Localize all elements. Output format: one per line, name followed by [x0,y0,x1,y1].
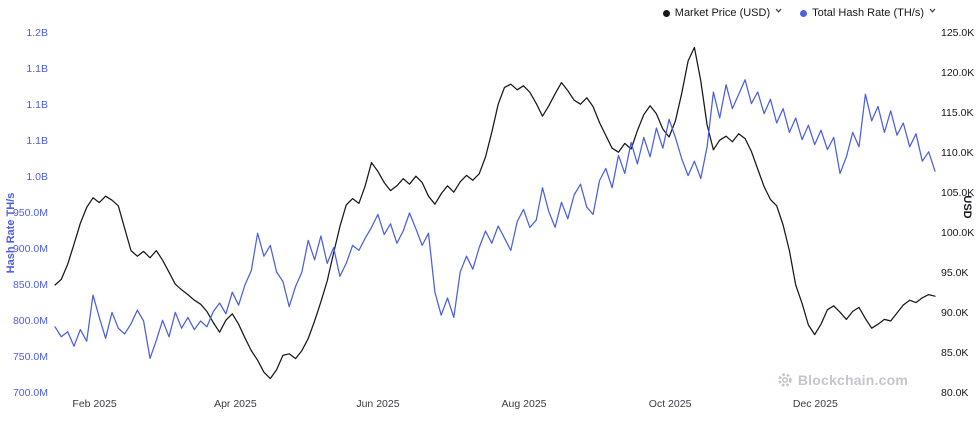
right-axis-tick-label: 95.0K [941,267,969,279]
x-axis-tick-label: Apr 2025 [214,398,257,410]
left-axis-tick-label: 1.0B [26,171,48,183]
blockchain-logo-icon [777,372,793,388]
left-axis-tick-label: 900.0M [12,243,48,255]
right-axis-tick-label: 90.0K [941,307,969,319]
left-axis-tick-label: 700.0M [12,387,48,399]
watermark-label: Blockchain.com [797,372,908,388]
x-axis-tick-label: Dec 2025 [792,398,838,410]
left-axis-tick-label: 850.0M [12,279,48,291]
market-price-series-dot-icon [662,9,670,17]
right-axis-tick-label: 110.0K [941,147,974,159]
x-axis-tick-label: Aug 2025 [501,398,547,410]
legend: Market Price (USD) Total Hash Rate (TH/s… [662,4,936,22]
legend-label-market-price: Market Price (USD) [674,6,771,19]
chevron-down-icon [775,0,782,18]
left-axis-tick-label: 1.2B [26,27,48,39]
left-axis-tick-label: 1.1B [26,135,48,147]
x-axis-tick-label: Jun 2025 [356,398,400,410]
legend-item-market-price[interactable]: Market Price (USD) [662,4,782,22]
right-axis-tick-label: 85.0K [941,347,969,359]
series-line-left [54,79,936,360]
right-axis-tick-label: 115.0K [941,107,974,119]
x-axis-tick-label: Oct 2025 [648,398,692,410]
watermark: Blockchain.com [777,372,908,388]
chevron-down-icon [929,0,936,18]
left-axis-tick-label: 1.1B [26,63,48,75]
right-axis-tick-label: 100.0K [941,227,975,239]
x-axis-tick-label: Feb 2025 [72,398,117,410]
left-axis-tick-label: 750.0M [12,351,48,363]
right-axis-tick-label: 80.0K [941,387,969,399]
series-line-right [54,46,936,380]
right-axis-tick-label: 125.0K [941,27,975,39]
legend-label-total-hash-rate: Total Hash Rate (TH/s) [812,6,924,19]
hash-rate-series-dot-icon [800,9,808,17]
left-axis-tick-label: 1.1B [26,99,48,111]
left-axis-tick-label: 950.0M [12,207,48,219]
left-axis-tick-label: 800.0M [12,315,48,327]
right-axis-tick-label: 120.0K [941,67,975,79]
legend-item-total-hash-rate[interactable]: Total Hash Rate (TH/s) [800,4,936,22]
right-axis-tick-label: 105.0K [941,187,975,199]
